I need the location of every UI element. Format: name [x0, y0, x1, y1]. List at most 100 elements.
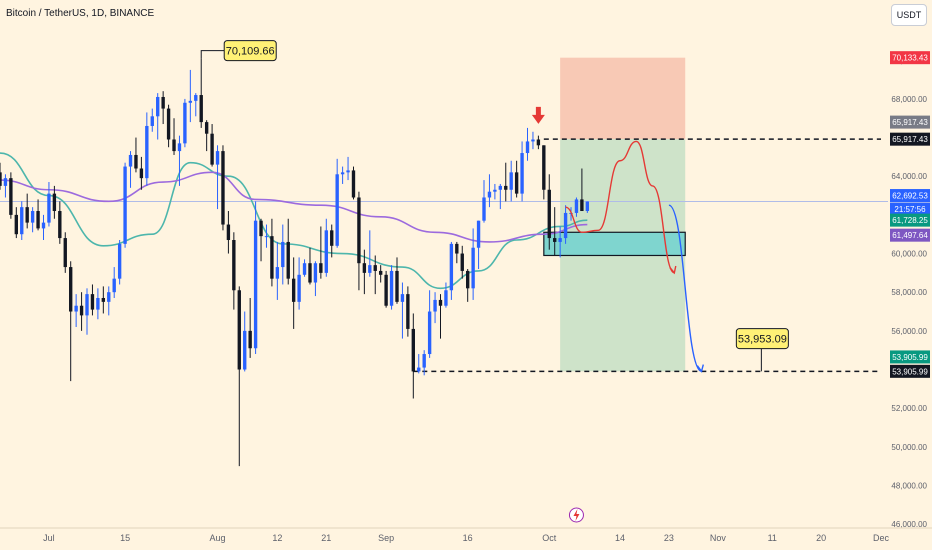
candle-body-83: [449, 243, 454, 291]
candle-body-79: [427, 311, 432, 355]
candle-body-1: [3, 178, 8, 186]
annotation-box-1: [735, 328, 789, 350]
candle-body-23: [123, 166, 127, 244]
stop-loss-zone: [560, 57, 686, 140]
candle-body-17: [90, 294, 95, 310]
candle-body-31: [166, 108, 171, 140]
x-tick-label-7: Oct: [542, 533, 557, 543]
candle-body-86: [466, 270, 470, 289]
candle-body-103: [558, 238, 562, 242]
candle-body-28: [150, 116, 154, 126]
candle-body-5: [25, 207, 29, 223]
candle-body-2: [9, 178, 13, 215]
candle-body-59: [319, 263, 323, 273]
x-tick-label-9: 23: [664, 533, 674, 543]
candle-body-87: [471, 247, 475, 289]
candle-body-7: [36, 211, 40, 229]
candle-body-62: [335, 174, 339, 246]
price-label-text-7: 53,905.99: [892, 353, 928, 362]
candle-body-91: [493, 189, 497, 192]
candle-body-80: [433, 299, 437, 312]
y-tick-label-12: 48,000.00: [891, 481, 927, 490]
annotation-leader-0: [200, 50, 225, 59]
candle-body-70: [378, 270, 383, 275]
candle-body-38: [204, 122, 209, 134]
x-tick-label-1: 15: [120, 533, 130, 543]
candle-body-71: [384, 274, 388, 306]
y-tick-label-4: 64,000.00: [891, 172, 927, 181]
marker-down-arrow: [531, 106, 545, 124]
candle-body-0: [0, 172, 2, 186]
candle-body-76: [411, 328, 415, 372]
candle-body-81: [438, 299, 443, 306]
candle-body-53: [286, 241, 290, 279]
y-tick-label-10: 52,000.00: [891, 404, 927, 413]
candle-body-21: [112, 278, 116, 293]
candle-body-20: [107, 292, 111, 302]
x-tick-label-8: 14: [615, 533, 625, 543]
candle-body-66: [357, 197, 361, 264]
lightning-bolt-icon: [573, 509, 580, 521]
x-tick-label-5: Sep: [378, 533, 394, 543]
projected-arrowhead-0: [669, 265, 677, 275]
x-tick-label-11: 11: [768, 533, 777, 543]
y-tick-label-13: 46,000.00: [891, 520, 927, 529]
candle-body-72: [389, 270, 394, 306]
candle-body-96: [520, 153, 524, 194]
candle-body-58: [313, 263, 318, 283]
candle-body-84: [455, 243, 459, 254]
candle-body-92: [498, 185, 503, 190]
price-label-box-4: [890, 202, 930, 216]
support-zone-box: [543, 231, 686, 257]
projected-arrowhead-1: [696, 364, 704, 373]
candle-body-14: [74, 305, 78, 312]
candle-body-6: [30, 211, 35, 223]
candle-body-106: [574, 199, 579, 213]
price-label-box-0: [890, 51, 930, 65]
candle-body-67: [362, 263, 367, 273]
candle-body-100: [542, 145, 546, 190]
sma_slow-line: [0, 171, 588, 243]
candle-body-93: [504, 185, 508, 190]
candle-body-108: [585, 201, 590, 212]
currency-button[interactable]: USDT: [891, 4, 927, 26]
y-tick-label-8: 56,000.00: [891, 327, 927, 336]
candle-body-78: [422, 354, 426, 368]
y-tick-label-11: 50,000.00: [891, 443, 927, 452]
candle-body-42: [226, 224, 231, 241]
candle-body-49: [264, 236, 269, 238]
price-label-box-2: [890, 132, 930, 146]
x-tick-label-4: 21: [321, 533, 331, 543]
candle-body-95: [514, 172, 519, 194]
candle-body-41: [221, 151, 225, 225]
candle-body-75: [406, 294, 410, 329]
candle-body-77: [417, 367, 421, 372]
price-label-box-8: [890, 364, 930, 378]
candle-body-102: [553, 238, 557, 242]
price-label-text-2: 65,917.43: [892, 135, 928, 144]
candle-body-26: [139, 168, 144, 179]
x-tick-label-10: Nov: [710, 533, 727, 543]
candle-body-94: [509, 172, 513, 190]
price-label-text-5: 61,728.25: [892, 216, 928, 225]
candle-body-22: [117, 243, 122, 279]
price-label-text-1: 65,917.43: [892, 118, 928, 127]
candle-body-44: [237, 290, 241, 370]
candle-body-88: [476, 220, 481, 248]
candle-body-40: [215, 151, 220, 165]
price-label-box-3: [890, 189, 930, 203]
y-tick-label-6: 60,000.00: [891, 250, 927, 259]
candle-body-10: [52, 193, 57, 212]
candle-body-50: [270, 236, 274, 279]
candle-body-35: [188, 100, 193, 103]
projected-path-0: [565, 140, 675, 274]
candle-body-82: [444, 290, 448, 306]
candle-body-18: [96, 297, 100, 310]
candle-body-24: [128, 154, 133, 167]
price-label-box-6: [890, 228, 930, 242]
candle-body-16: [85, 294, 89, 316]
candle-body-55: [297, 274, 301, 302]
candle-body-65: [351, 170, 356, 198]
x-tick-label-6: 16: [463, 533, 473, 543]
